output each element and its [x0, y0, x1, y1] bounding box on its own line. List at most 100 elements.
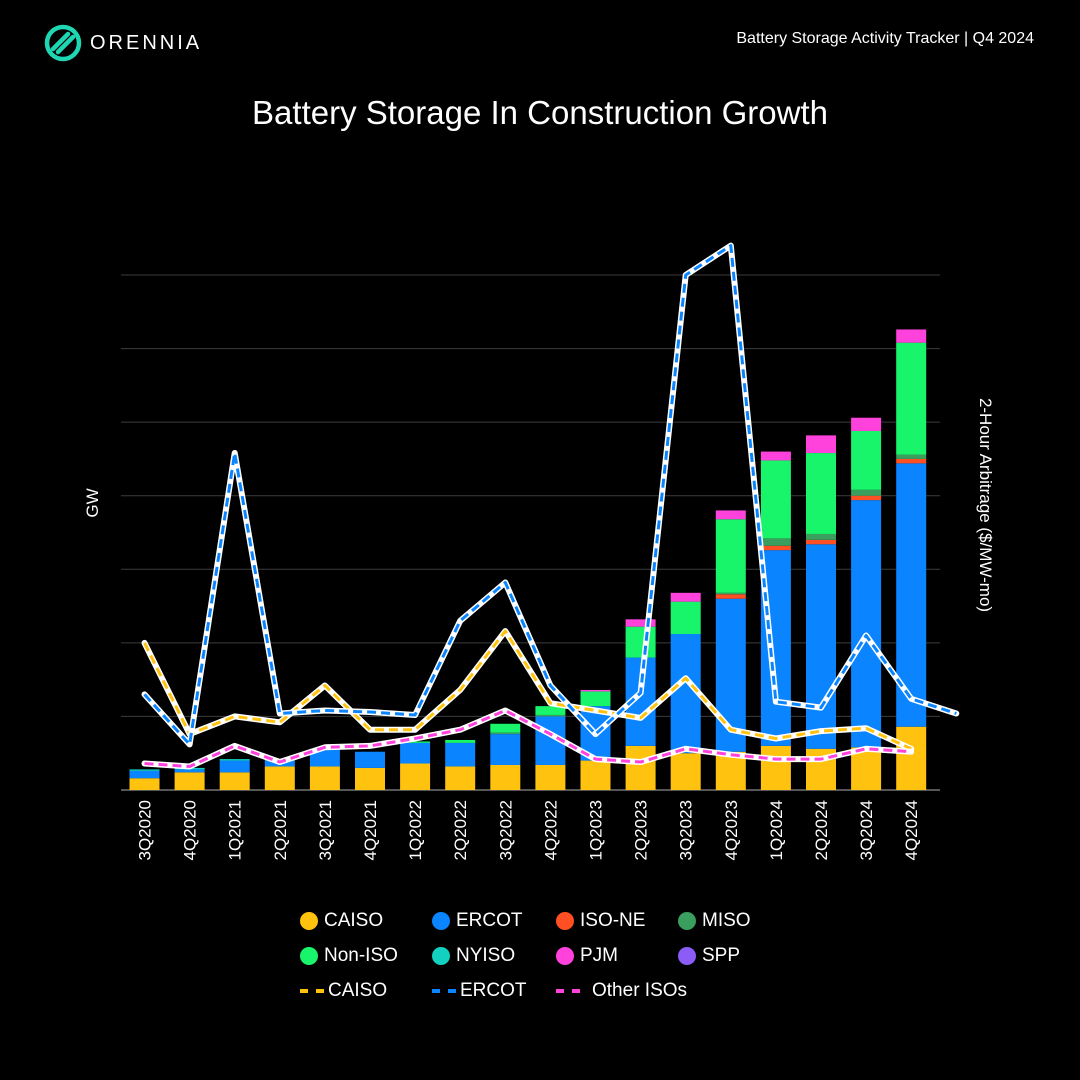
bar-segment	[580, 689, 611, 692]
x-tick-label: 4Q2022	[541, 800, 560, 861]
bar-segment	[129, 769, 160, 771]
x-tick-label: 2Q2021	[271, 800, 290, 861]
legend-line-ercot: ERCOT	[432, 980, 556, 1002]
bar-segment	[670, 601, 701, 635]
bar-segment	[715, 519, 746, 593]
bar-segment	[806, 533, 836, 540]
x-tick-label: 3Q2023	[677, 800, 696, 861]
x-tick-labels: 3Q2020 4Q2020 1Q2021 2Q2021 3Q2021 4Q2021 1Q20…	[136, 800, 922, 861]
bar-segment	[715, 592, 746, 595]
legend-dash	[556, 988, 580, 993]
legend-row-bars-2: Non-ISO NYISO PJM SPP	[300, 938, 800, 973]
bar-segment	[129, 778, 160, 790]
legend-row-bars-1: CAISO ERCOT ISO-NE MISO	[300, 903, 800, 938]
legend-swatch	[300, 946, 318, 965]
bar-segment	[670, 592, 701, 602]
bar-segment	[760, 451, 791, 461]
legend-line-caiso: CAISO	[300, 980, 432, 1002]
bar-segment	[625, 745, 656, 790]
bars	[129, 329, 927, 790]
legend-miso: MISO	[678, 910, 751, 932]
bar-segment	[851, 747, 882, 790]
legend-label: Non-ISO	[324, 944, 398, 966]
legend-swatch	[300, 911, 318, 930]
brand: ORENNIA	[44, 24, 202, 62]
bar-segment	[760, 545, 791, 551]
bar-segment	[445, 766, 476, 790]
bar-segment	[400, 763, 431, 790]
bar-segment	[129, 770, 160, 779]
x-tick-label: 2Q2022	[451, 800, 470, 861]
bar-segment	[264, 766, 295, 790]
legend-label: ERCOT	[460, 979, 527, 1001]
x-tick-label: 1Q2022	[406, 800, 425, 861]
bar-segment	[490, 732, 521, 735]
bar-segment	[309, 748, 340, 767]
bar-segment	[219, 772, 250, 790]
legend-spp: SPP	[678, 945, 740, 967]
bar-segment	[896, 454, 927, 459]
x-tick-label: 4Q2020	[181, 800, 200, 861]
bar-segment	[535, 764, 566, 790]
legend-label: ISO-NE	[580, 909, 646, 931]
legend-label: PJM	[580, 944, 618, 966]
legend-ercot: ERCOT	[432, 910, 556, 932]
bar-segment	[355, 767, 385, 790]
legend-label: Other ISOs	[592, 979, 688, 1001]
bar-segment	[851, 489, 882, 496]
x-tick-label: 4Q2023	[722, 800, 741, 861]
y2-axis-label: 2-Hour Arbitrage ($/MW-mo)	[976, 398, 995, 612]
bar-segment	[715, 510, 746, 520]
bar-segment	[490, 764, 521, 790]
legend-label: NYISO	[456, 944, 516, 966]
legend-swatch	[556, 946, 574, 965]
legend-nyiso: NYISO	[432, 945, 556, 967]
orennia-logo-icon	[44, 24, 82, 62]
bar-segment	[535, 714, 566, 717]
bar-segment	[896, 726, 927, 790]
bar-segment	[851, 495, 882, 501]
legend-label: CAISO	[324, 909, 384, 931]
bar-segment	[535, 706, 566, 715]
legend-caiso: CAISO	[300, 910, 432, 932]
bar-segment	[760, 538, 791, 546]
x-tick-label: 1Q2021	[226, 800, 245, 861]
line-series	[141, 242, 960, 770]
legend-line-other-isos: Other ISOs	[556, 980, 687, 1002]
bar-segment	[806, 544, 836, 749]
bar-segment	[400, 741, 431, 743]
bar-segment	[219, 759, 250, 761]
bar-segment	[174, 769, 205, 773]
line-series	[144, 709, 912, 768]
legend-label: CAISO	[328, 979, 388, 1001]
bar-segment	[490, 723, 521, 733]
chart-title: Battery Storage In Construction Growth	[252, 94, 828, 131]
line-halo	[141, 628, 915, 752]
legend-label: SPP	[702, 944, 741, 966]
bar-segment	[851, 500, 882, 748]
x-tick-label: 3Q2021	[316, 800, 335, 861]
bar-segment	[806, 539, 836, 545]
bar-segment	[896, 329, 927, 343]
bar-segment	[715, 594, 746, 599]
bar-segment	[400, 742, 431, 764]
brand-name: ORENNIA	[90, 31, 203, 54]
legend-swatch	[556, 911, 574, 930]
x-tick-label: 4Q2021	[361, 800, 380, 861]
bar-segment	[851, 417, 882, 431]
bar-segment	[760, 745, 791, 790]
legend-row-lines: CAISO ERCOT Other ISOs	[300, 973, 800, 1008]
legend-non-iso: Non-ISO	[300, 945, 432, 967]
x-tick-label: 1Q2023	[587, 800, 606, 861]
bar-segment	[490, 734, 521, 765]
legend-dash	[300, 988, 324, 993]
bar-segment	[806, 453, 836, 534]
x-tick-label: 2Q2023	[632, 800, 651, 861]
legend-swatch	[432, 911, 450, 930]
x-tick-label: 2Q2024	[812, 800, 831, 861]
report-subtitle: Battery Storage Activity Tracker | Q4 20…	[736, 30, 1034, 47]
legend-swatch	[432, 946, 450, 965]
line-series	[143, 244, 957, 746]
bar-segment	[174, 772, 205, 790]
